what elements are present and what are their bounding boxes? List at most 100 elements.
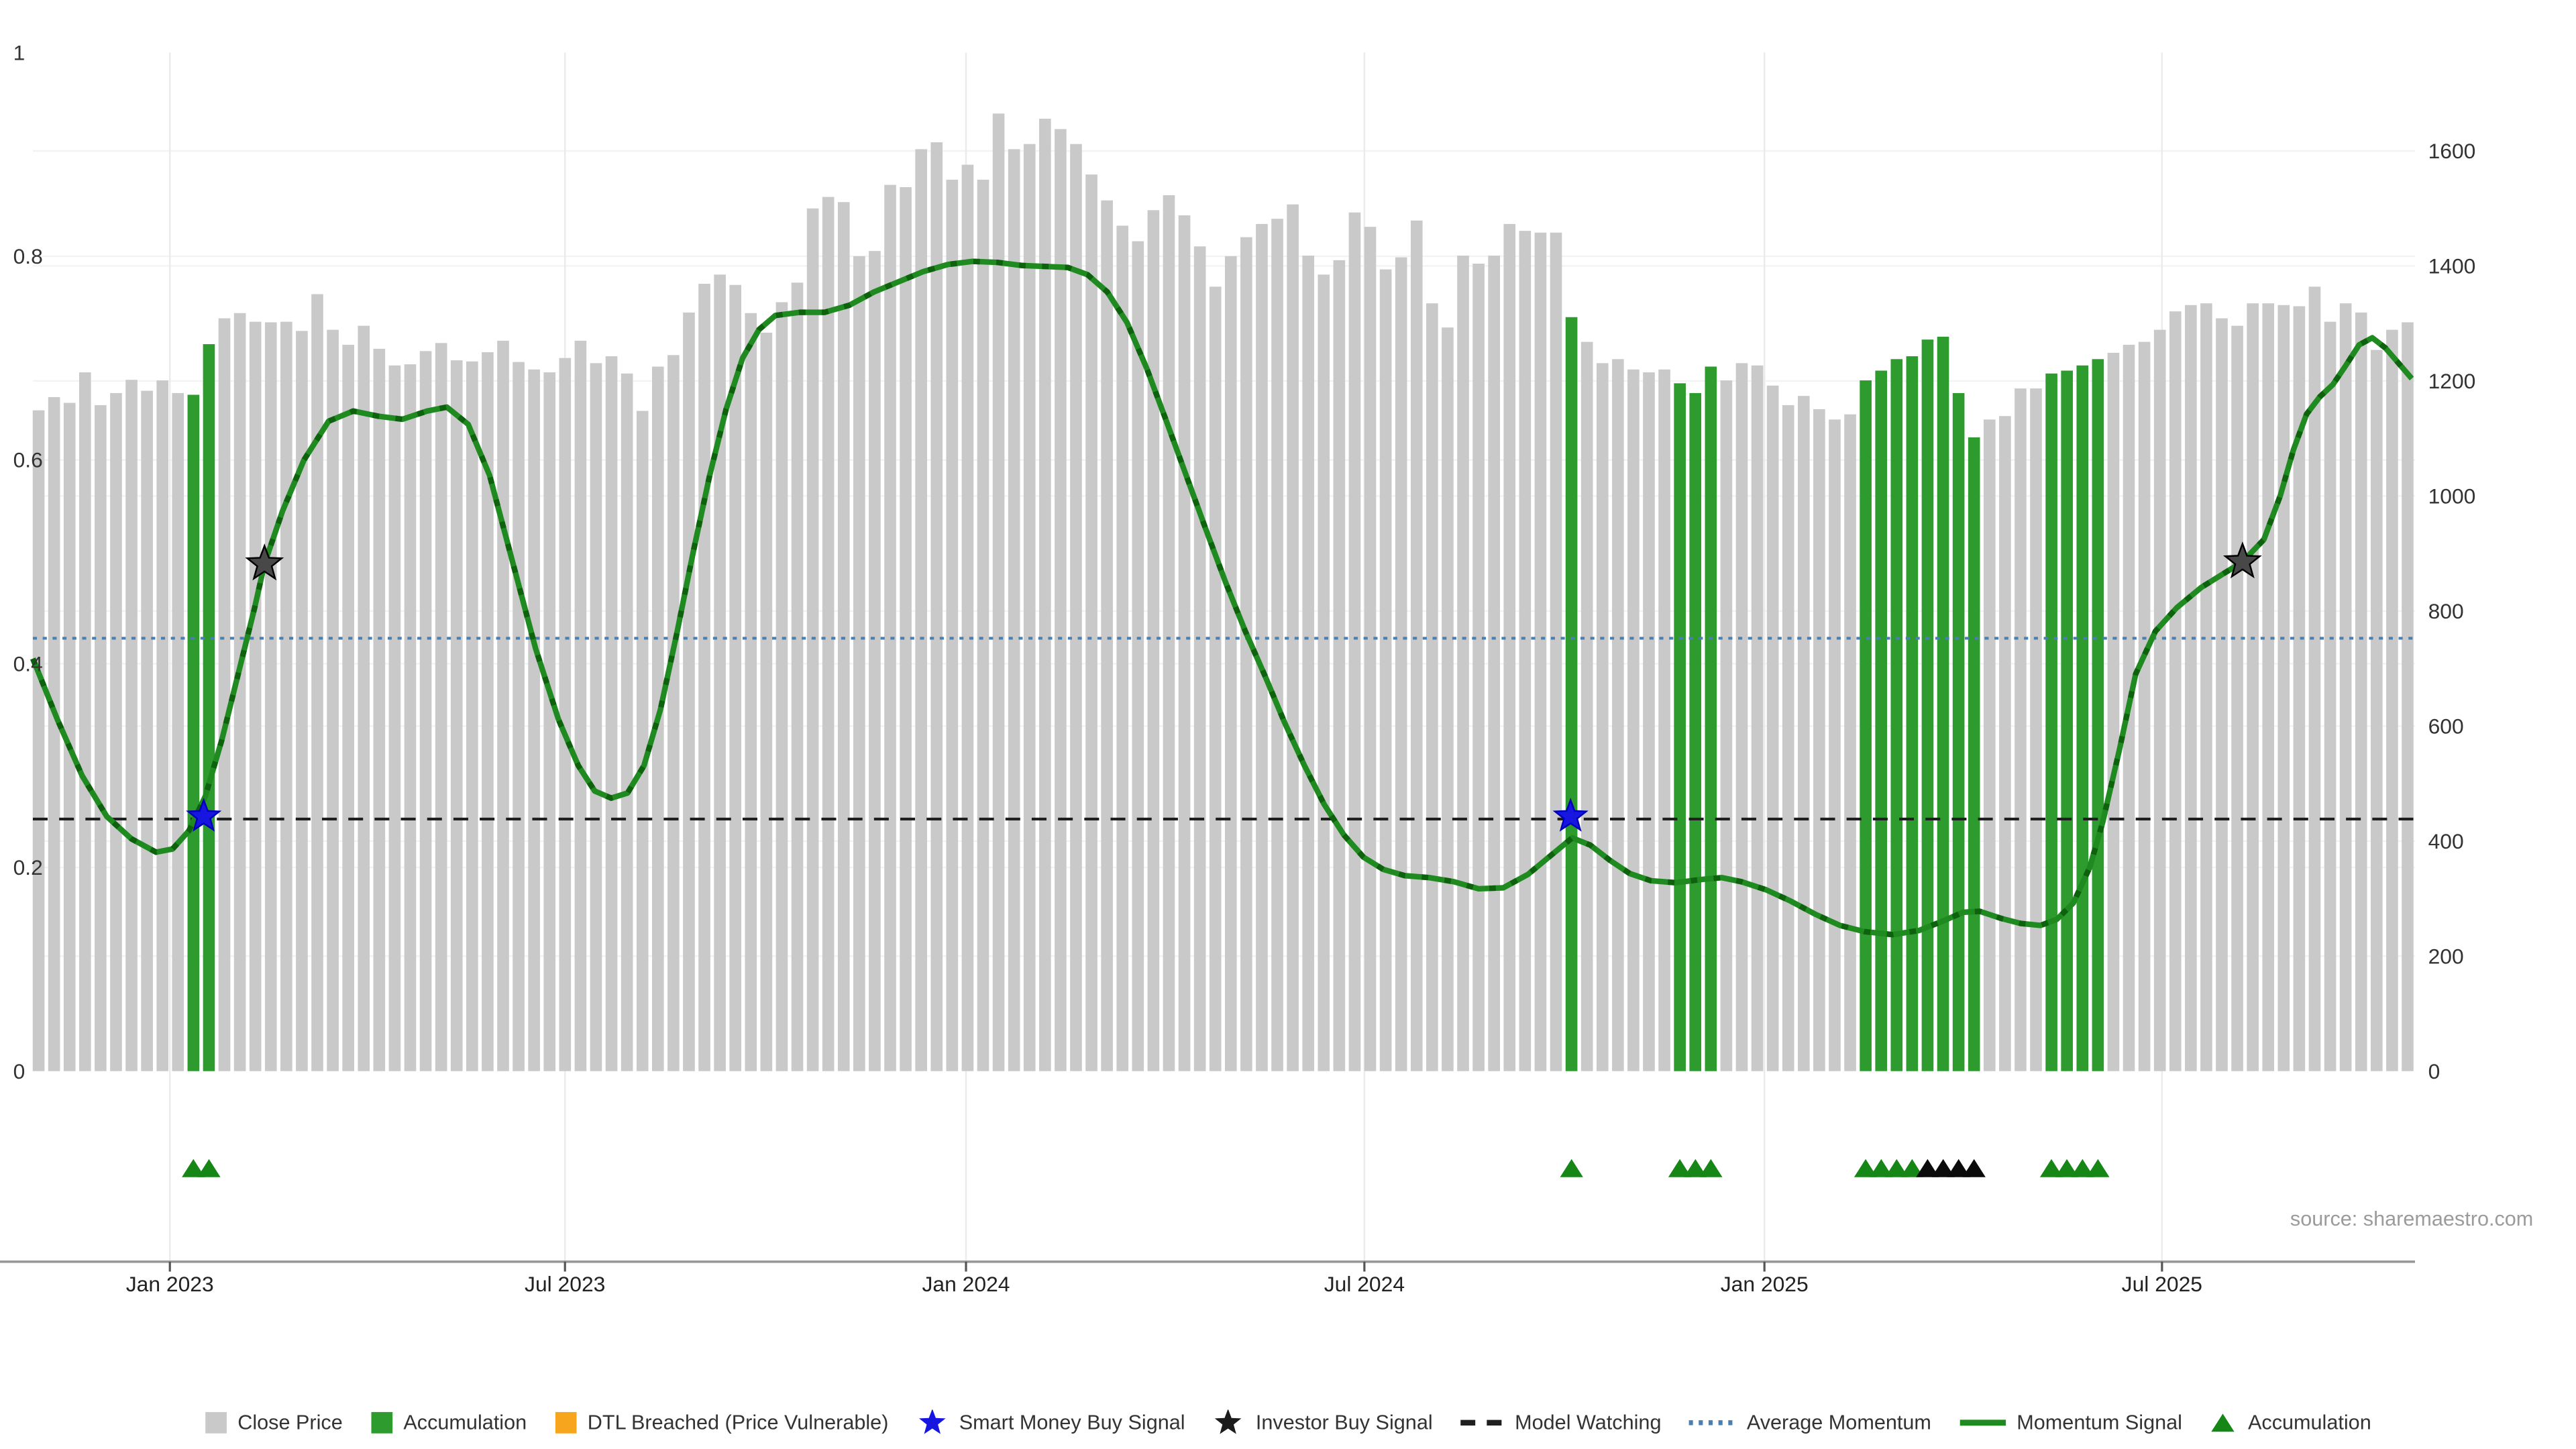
triangle-swatch-icon bbox=[2212, 1413, 2235, 1432]
accumulation-triangle-black-icon bbox=[1962, 1159, 1986, 1177]
legend-item-accumulation[interactable]: Accumulation bbox=[370, 1409, 527, 1436]
close-price-bar bbox=[450, 360, 463, 1071]
close-price-bar bbox=[1503, 223, 1516, 1071]
source-text: source: sharemaestro.com bbox=[2290, 1208, 2534, 1231]
close-price-bar bbox=[233, 313, 246, 1071]
close-price-bar bbox=[1209, 286, 1222, 1071]
close-price-bar bbox=[1580, 341, 1593, 1071]
close-price-bar bbox=[1457, 256, 1469, 1071]
right-axis-tick-label: 1000 bbox=[2428, 484, 2476, 508]
momentum-signal-line-dashes bbox=[30, 258, 2414, 938]
right-axis-tick-label: 600 bbox=[2428, 714, 2464, 738]
close-price-bar bbox=[2216, 318, 2228, 1071]
accumulation-bar bbox=[2076, 365, 2089, 1071]
close-price-bar bbox=[2169, 311, 2182, 1071]
right-axis-tick-label: 0 bbox=[2428, 1059, 2440, 1083]
close-price-bar bbox=[1426, 303, 1438, 1071]
close-price-bar bbox=[1735, 363, 1748, 1071]
close-price-bar bbox=[528, 369, 540, 1071]
close-price-bar bbox=[156, 380, 169, 1071]
right-axis-tick-label: 200 bbox=[2428, 944, 2464, 968]
close-price-bar bbox=[915, 149, 927, 1071]
close-price-bar bbox=[1287, 204, 1299, 1071]
close-price-bar bbox=[513, 362, 525, 1071]
legend-item-label: Investor Buy Signal bbox=[1255, 1411, 1433, 1434]
x-axis-tick-label: Jan 2025 bbox=[1721, 1272, 1809, 1296]
left-axis-tick-label: 0.2 bbox=[13, 855, 43, 879]
close-price-bar bbox=[482, 352, 494, 1071]
close-price-bar bbox=[2231, 325, 2243, 1071]
close-price-bar bbox=[2015, 388, 2027, 1071]
x-axis-tick-label: Jul 2023 bbox=[525, 1272, 605, 1296]
close-price-bar bbox=[853, 256, 865, 1071]
legend-item-dtl-breached-price-vulnerable-[interactable]: DTL Breached (Price Vulnerable) bbox=[554, 1409, 888, 1436]
accumulation-bar bbox=[1689, 392, 1702, 1071]
close-price-bar bbox=[791, 282, 804, 1071]
close-price-bar bbox=[1534, 232, 1547, 1071]
close-price-bar bbox=[2370, 350, 2383, 1071]
legend-item-model-watching[interactable]: Model Watching bbox=[1460, 1409, 1661, 1436]
close-price-bar bbox=[1379, 269, 1392, 1071]
accumulation-triangle-black-icon bbox=[1947, 1159, 1970, 1177]
legend-item-momentum-signal[interactable]: Momentum Signal bbox=[1959, 1409, 2183, 1436]
close-price-bar bbox=[342, 344, 354, 1071]
close-price-bar bbox=[605, 356, 618, 1071]
close-price-bar bbox=[2262, 303, 2275, 1071]
accumulation-bar bbox=[2045, 373, 2057, 1071]
accumulation-bar bbox=[2061, 370, 2073, 1071]
close-price-bar bbox=[1008, 149, 1020, 1071]
close-price-bar bbox=[48, 396, 60, 1071]
close-price-bar bbox=[2324, 321, 2337, 1071]
close-price-bar bbox=[1055, 129, 1067, 1071]
close-price-bar bbox=[1643, 372, 1655, 1071]
legend-item-label: Close Price bbox=[237, 1411, 343, 1434]
close-price-bar bbox=[2247, 303, 2259, 1071]
close-price-bar bbox=[1983, 419, 1996, 1071]
close-price-bar bbox=[1271, 219, 1283, 1071]
close-price-bar bbox=[1488, 256, 1500, 1071]
legend-item-accumulation[interactable]: Accumulation bbox=[2210, 1409, 2371, 1436]
legend-item-label: Momentum Signal bbox=[2017, 1411, 2183, 1434]
close-price-bar bbox=[218, 318, 231, 1071]
accumulation-bar bbox=[187, 394, 200, 1071]
accumulation-triangle-icon bbox=[1885, 1159, 1909, 1177]
accumulation-bar bbox=[1705, 366, 1717, 1071]
smart-money-buy-star-icon bbox=[1552, 798, 1589, 832]
accumulation-triangle-icon bbox=[1900, 1159, 1924, 1177]
close-price-bar bbox=[358, 325, 370, 1071]
close-price-bar bbox=[2293, 306, 2306, 1071]
accumulation-bar bbox=[1674, 383, 1686, 1071]
close-price-bar bbox=[78, 372, 91, 1071]
accumulation-triangle-icon bbox=[1668, 1159, 1692, 1177]
close-price-bar bbox=[327, 329, 339, 1071]
accumulation-triangle-icon bbox=[1854, 1159, 1878, 1177]
close-price-bar bbox=[698, 284, 710, 1071]
accumulation-bar bbox=[2092, 359, 2104, 1071]
square-swatch-icon bbox=[205, 1411, 227, 1434]
close-price-bar bbox=[2030, 388, 2042, 1071]
close-price-bar bbox=[760, 332, 773, 1071]
close-price-bar bbox=[2185, 305, 2197, 1071]
close-price-bar bbox=[1829, 419, 1841, 1071]
accumulation-triangle-icon bbox=[2039, 1159, 2063, 1177]
accumulation-bar bbox=[1952, 392, 1965, 1071]
legend-item-average-momentum[interactable]: Average Momentum bbox=[1689, 1409, 1931, 1436]
close-price-bar bbox=[1302, 256, 1315, 1071]
legend-item-smart-money-buy-signal[interactable]: Smart Money Buy Signal bbox=[916, 1409, 1185, 1436]
close-price-bar bbox=[1658, 369, 1670, 1071]
close-price-bar bbox=[621, 373, 633, 1071]
close-price-bar bbox=[1348, 212, 1361, 1071]
left-axis-tick-label: 0.8 bbox=[13, 244, 43, 268]
right-axis-tick-label: 1400 bbox=[2428, 254, 2476, 278]
right-axis-tick-label: 1200 bbox=[2428, 369, 2476, 393]
accumulation-bar bbox=[1921, 339, 1934, 1071]
close-price-bar bbox=[837, 202, 850, 1071]
legend-item-investor-buy-signal[interactable]: Investor Buy Signal bbox=[1213, 1409, 1433, 1436]
accumulation-bar bbox=[203, 344, 215, 1071]
legend-item-label: Model Watching bbox=[1515, 1411, 1662, 1434]
legend-item-close-price[interactable]: Close Price bbox=[205, 1409, 343, 1436]
close-price-bar bbox=[1364, 227, 1377, 1071]
close-price-bar bbox=[1782, 405, 1794, 1071]
smart-money-buy-star-icon bbox=[186, 798, 222, 832]
